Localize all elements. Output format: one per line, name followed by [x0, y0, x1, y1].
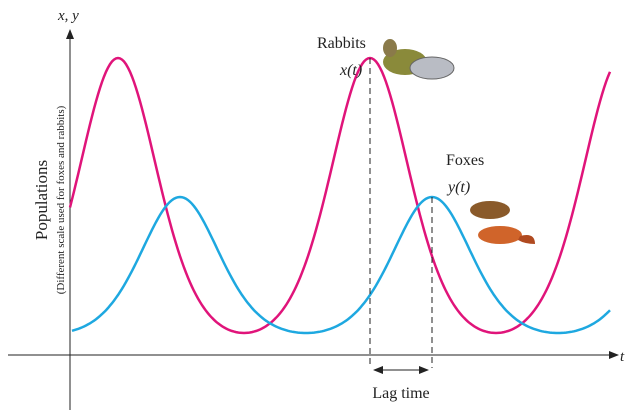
y-note: (Different scale used for foxes and rabb… [55, 105, 67, 294]
y-title: Populations [32, 160, 51, 240]
rabbits-label: Rabbits [317, 35, 366, 52]
rabbits-symbol: x(t) [339, 62, 362, 79]
fox-curve [71, 195, 611, 335]
foxes-label: Foxes [446, 152, 484, 169]
lag-label: Lag time [372, 385, 429, 402]
x-axis-label: t [620, 349, 625, 365]
rabbit-illustration [383, 39, 455, 80]
foxes-symbol: y(t) [446, 179, 470, 196]
y-axis-label: x, y [57, 8, 79, 24]
rabbit-curve [68, 56, 612, 335]
fox-illustration [470, 201, 535, 244]
